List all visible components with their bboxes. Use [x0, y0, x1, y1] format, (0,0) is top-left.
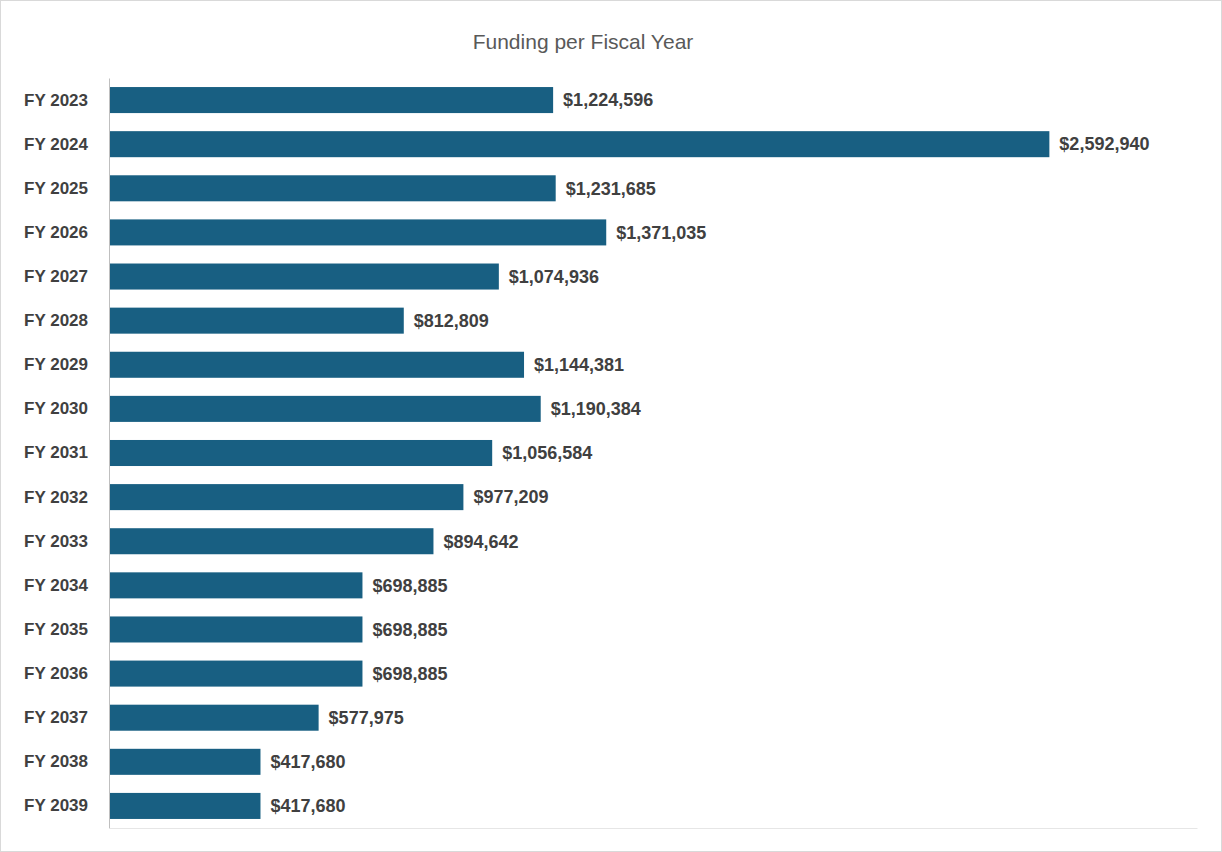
bar	[109, 175, 556, 201]
data-label: $1,371,035	[616, 223, 706, 243]
y-tick: FY 2037	[24, 708, 88, 727]
data-label: $977,209	[473, 487, 548, 507]
data-labels: $1,224,596 $2,592,940 $1,231,685 $1,371,035…	[270, 90, 1149, 816]
y-tick-label: FY 2035	[24, 620, 88, 639]
data-label: $1,224,596	[563, 90, 653, 110]
data-label: $1,231,685	[566, 179, 656, 199]
data-label: $577,975	[329, 708, 404, 728]
y-tick: FY 2036	[24, 664, 88, 683]
x-axis	[110, 828, 1198, 829]
y-tick-label: FY 2036	[24, 664, 88, 683]
y-tick: FY 2027	[24, 267, 88, 286]
data-label: $417,680	[270, 796, 345, 816]
bar	[109, 440, 492, 466]
bar	[109, 264, 499, 290]
y-tick: FY 2024	[24, 135, 89, 154]
data-label: $894,642	[443, 532, 518, 552]
y-tick: FY 2023	[24, 90, 88, 109]
data-label: $698,885	[372, 620, 447, 640]
y-tick-label: FY 2023	[24, 90, 88, 109]
data-label: $2,592,940	[1059, 134, 1149, 154]
data-label: $1,056,584	[502, 443, 592, 463]
bar	[109, 131, 1049, 157]
y-tick: FY 2030	[24, 399, 88, 418]
y-tick-label: FY 2026	[24, 223, 88, 242]
bar	[109, 749, 260, 775]
y-tick-label: FY 2032	[24, 488, 88, 507]
y-tick-label: FY 2029	[24, 355, 88, 374]
y-tick-label: FY 2038	[24, 752, 88, 771]
bar	[109, 484, 463, 510]
y-tick-label: FY 2034	[24, 576, 89, 595]
bar	[109, 705, 319, 731]
bar	[109, 87, 553, 113]
chart-title: Funding per Fiscal Year	[473, 30, 694, 53]
y-tick: FY 2029	[24, 355, 88, 374]
y-axis: FY 2023 FY 2024 FY 2025 FY 2026 FY 2027 FY 20…	[24, 79, 109, 829]
y-tick: FY 2034	[24, 576, 89, 595]
bar	[109, 396, 541, 422]
bar	[109, 572, 362, 598]
chart: Funding per Fiscal YearFY 2023FY 2024FY …	[0, 0, 1222, 852]
data-label: $1,074,936	[509, 267, 599, 287]
bar	[109, 219, 606, 245]
bar	[109, 528, 433, 554]
data-label: $1,144,381	[534, 355, 624, 375]
y-tick: FY 2028	[24, 311, 88, 330]
y-tick: FY 2038	[24, 752, 88, 771]
bar	[109, 352, 524, 378]
bar	[109, 308, 404, 334]
bars	[109, 87, 1049, 819]
y-tick-label: FY 2037	[24, 708, 88, 727]
y-tick-label: FY 2031	[24, 443, 88, 462]
data-label: $417,680	[270, 752, 345, 772]
data-label: $1,190,384	[551, 399, 641, 419]
y-tick: FY 2031	[24, 443, 88, 462]
bar	[109, 661, 362, 687]
data-label: $698,885	[372, 576, 447, 596]
y-tick: FY 2033	[24, 532, 88, 551]
y-tick-label: FY 2027	[24, 267, 88, 286]
y-tick: FY 2032	[24, 488, 88, 507]
data-label: $698,885	[372, 664, 447, 684]
chart-border	[1, 1, 1222, 852]
bar	[109, 793, 260, 819]
y-axis-line	[109, 79, 110, 829]
data-label: $812,809	[414, 311, 489, 331]
y-tick-label: FY 2025	[24, 179, 88, 198]
y-tick: FY 2039	[24, 796, 88, 815]
y-tick: FY 2026	[24, 223, 88, 242]
x-axis-line	[110, 828, 1198, 829]
y-tick-label: FY 2039	[24, 796, 88, 815]
y-tick: FY 2035	[24, 620, 88, 639]
y-tick-label: FY 2033	[24, 532, 88, 551]
y-tick-label: FY 2030	[24, 399, 88, 418]
bar	[109, 616, 362, 642]
y-tick-label: FY 2024	[24, 135, 89, 154]
y-tick-label: FY 2028	[24, 311, 88, 330]
y-tick: FY 2025	[24, 179, 88, 198]
